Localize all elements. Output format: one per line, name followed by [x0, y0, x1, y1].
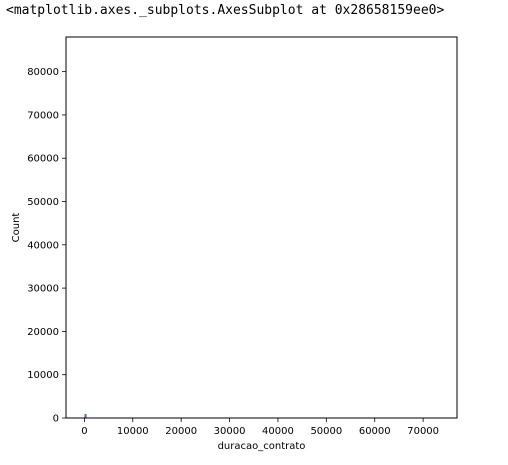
- histogram-bars: [84, 414, 87, 418]
- x-tick-label: 50000: [310, 426, 342, 437]
- x-tick-label: 40000: [262, 426, 294, 437]
- y-tick-label: 80000: [27, 67, 59, 78]
- x-tick-label: 0: [81, 426, 87, 437]
- y-tick-label: 30000: [27, 284, 59, 295]
- y-tick-label: 10000: [27, 370, 59, 381]
- cell-output-text: <matplotlib.axes._subplots.AxesSubplot a…: [6, 3, 445, 18]
- x-tick-label: 70000: [407, 426, 439, 437]
- x-axis-ticks: 0 10000 20000 30000 40000 50000 60000 70000: [81, 418, 439, 437]
- y-tick-label: 0: [53, 414, 59, 425]
- y-tick-label: 50000: [27, 197, 59, 208]
- histogram-bar: [84, 414, 87, 418]
- x-axis-label: duracao_contrato: [218, 441, 306, 452]
- y-tick-label: 70000: [27, 110, 59, 121]
- x-tick-label: 60000: [359, 426, 391, 437]
- y-tick-label: 20000: [27, 327, 59, 338]
- axes-frame: [65, 36, 458, 419]
- y-axis-ticks: 0 10000 20000 30000 40000 50000 60000 70000 8000…: [27, 67, 66, 425]
- y-tick-label: 40000: [27, 240, 59, 251]
- x-tick-label: 30000: [214, 426, 246, 437]
- x-tick-label: 10000: [117, 426, 149, 437]
- x-tick-label: 20000: [165, 426, 197, 437]
- y-axis-label: Count: [11, 213, 22, 243]
- y-tick-label: 60000: [27, 154, 59, 165]
